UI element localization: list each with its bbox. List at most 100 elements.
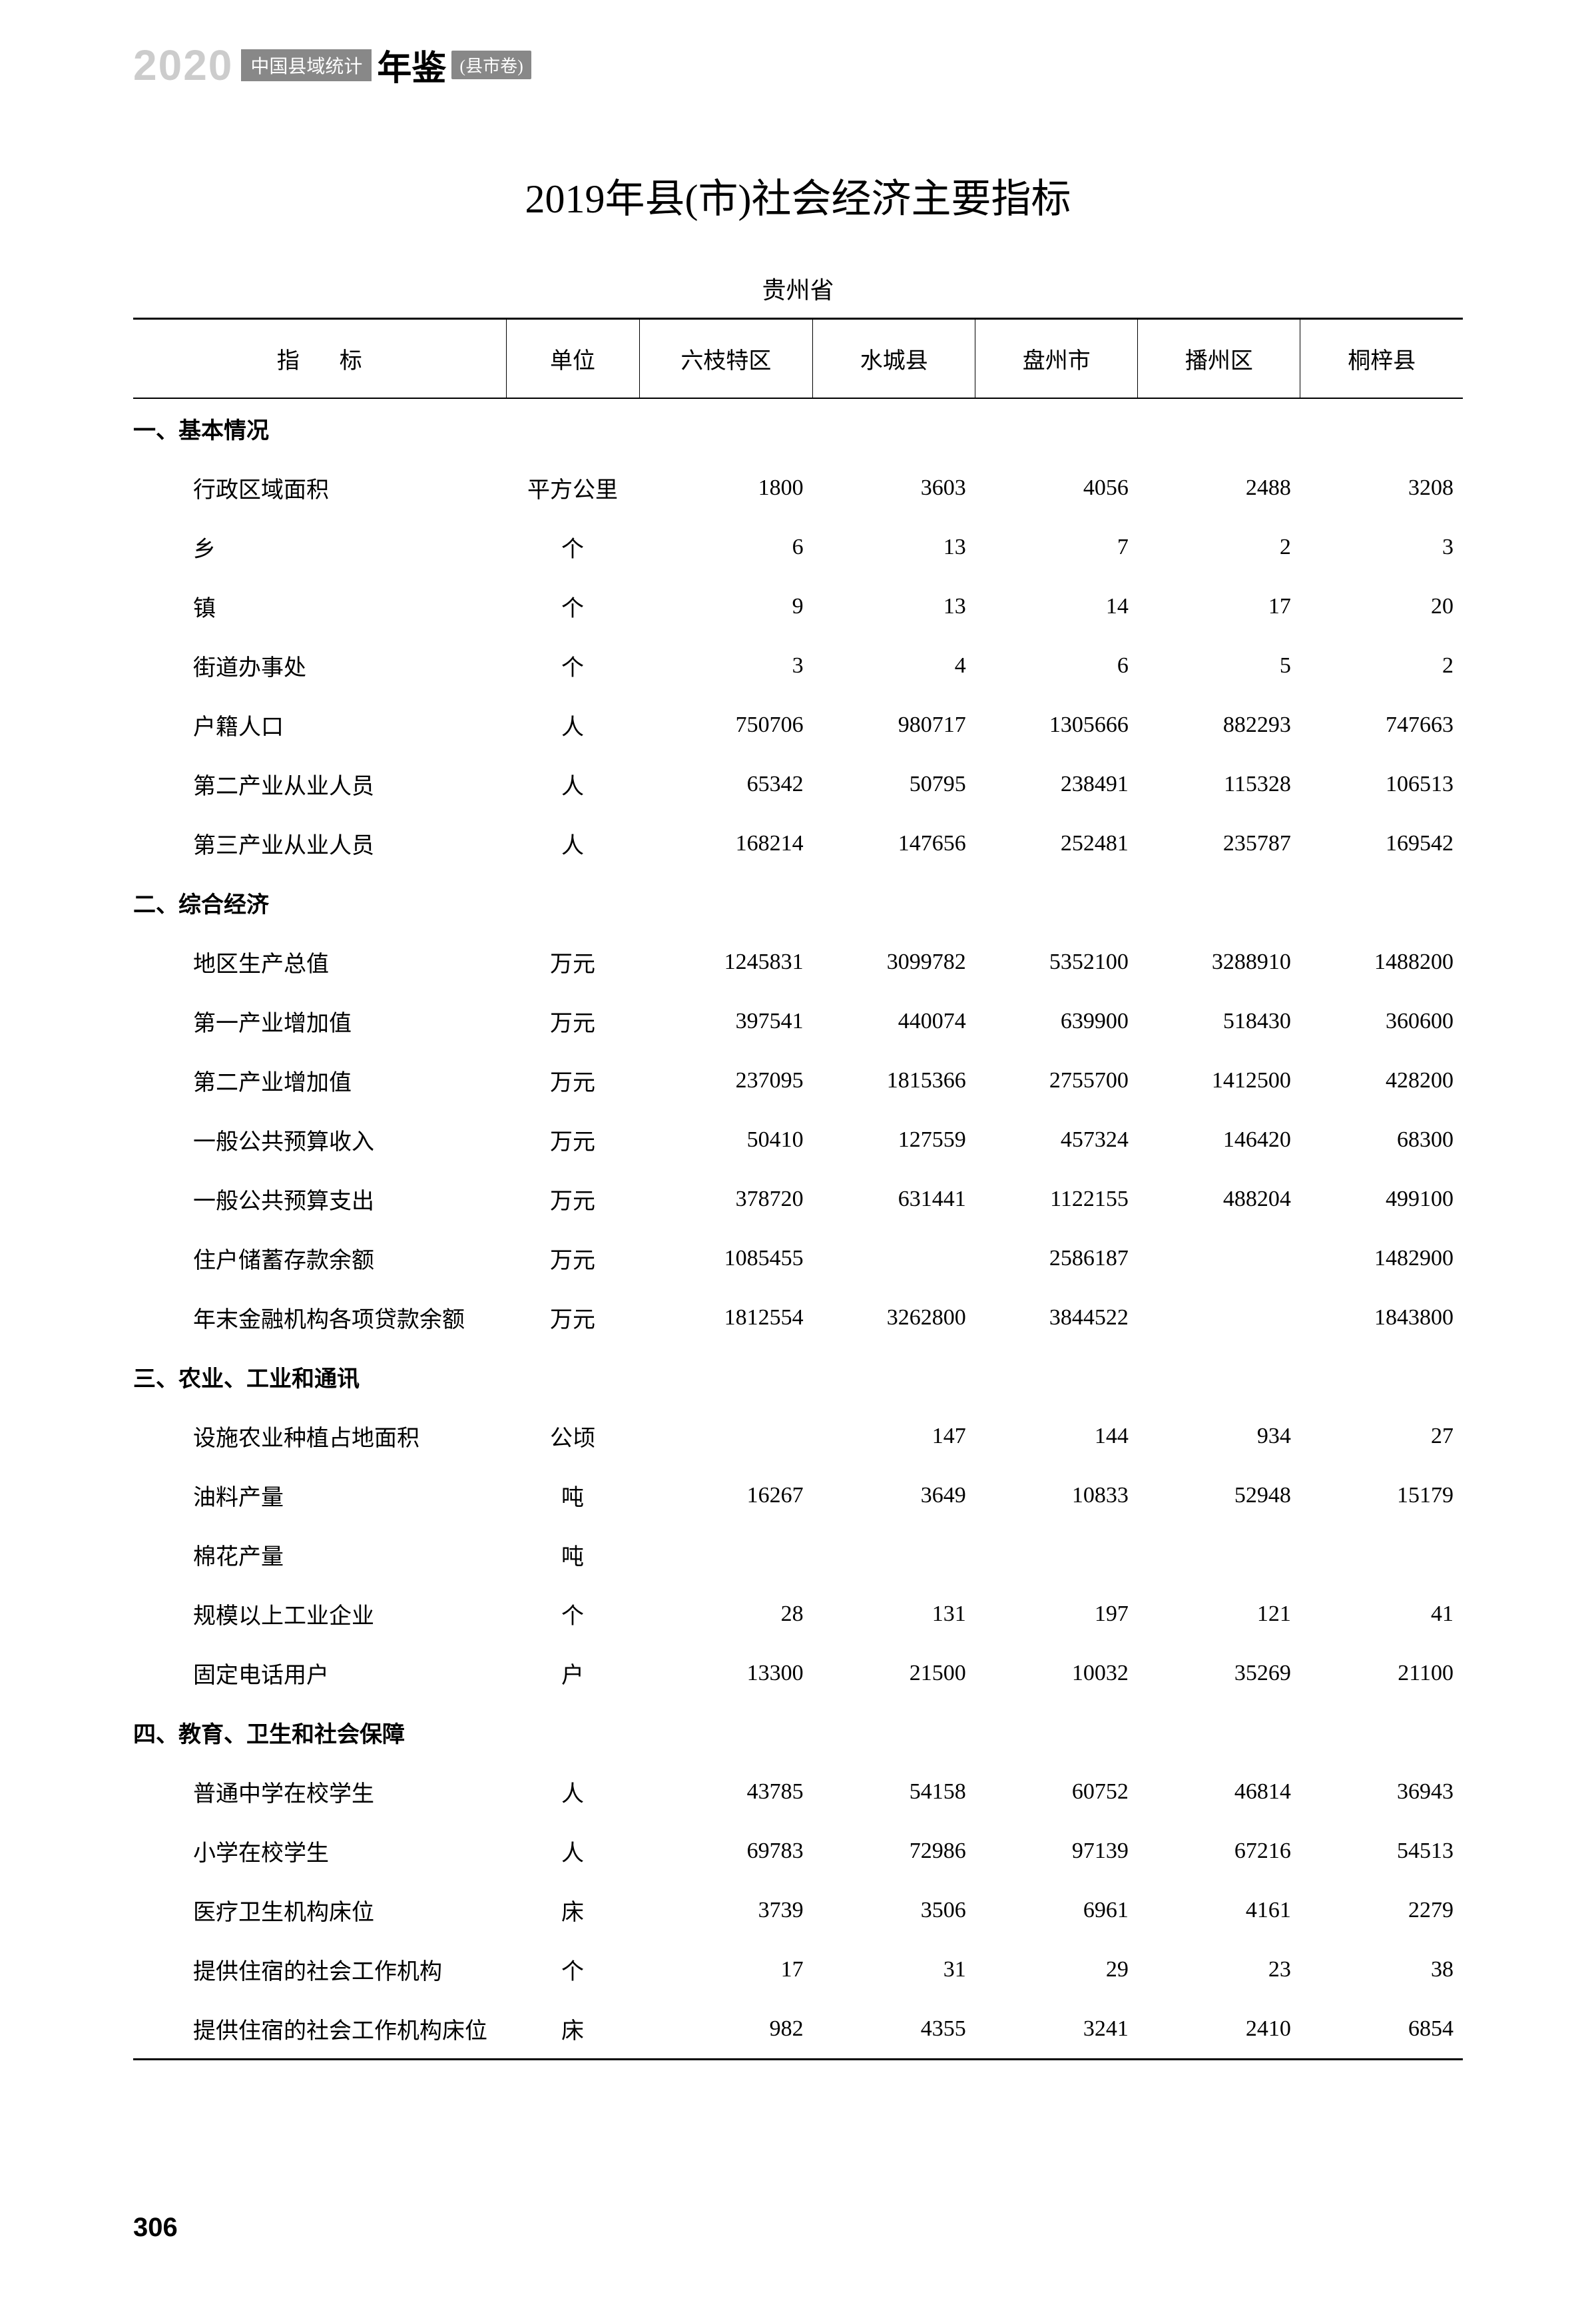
value-cell: 36943 xyxy=(1300,1762,1463,1821)
value-cell: 499100 xyxy=(1300,1169,1463,1229)
indicator-unit: 个 xyxy=(506,636,639,695)
series-script: 年鉴 xyxy=(377,40,446,90)
value-cell: 13 xyxy=(813,517,975,577)
table-row: 规模以上工业企业个2813119712141 xyxy=(133,1584,1463,1643)
table-header-row: 指标 单位 六枝特区 水城县 盘州市 播州区 桐梓县 xyxy=(133,319,1463,399)
value-cell: 631441 xyxy=(813,1169,975,1229)
value-cell: 1245831 xyxy=(639,932,813,992)
indicator-unit: 床 xyxy=(506,1881,639,1940)
value-cell: 52948 xyxy=(1138,1466,1300,1525)
value-cell: 2488 xyxy=(1138,458,1300,517)
value-cell: 747663 xyxy=(1300,695,1463,754)
indicator-unit: 万元 xyxy=(506,1169,639,1229)
section-heading-row: 一、基本情况 xyxy=(133,398,1463,458)
value-cell: 38 xyxy=(1300,1940,1463,1999)
value-cell: 10833 xyxy=(975,1466,1138,1525)
indicator-label: 街道办事处 xyxy=(133,636,506,695)
section-heading-row: 二、综合经济 xyxy=(133,873,1463,932)
table-row: 街道办事处个34652 xyxy=(133,636,1463,695)
col-region-3: 播州区 xyxy=(1138,319,1300,399)
table-row: 第一产业增加值万元397541440074639900518430360600 xyxy=(133,992,1463,1051)
value-cell: 144 xyxy=(975,1406,1138,1466)
value-cell: 50795 xyxy=(813,754,975,814)
table-row: 年末金融机构各项贷款余额万元18125543262800384452218438… xyxy=(133,1288,1463,1347)
value-cell: 97139 xyxy=(975,1821,1138,1881)
value-cell: 5352100 xyxy=(975,932,1138,992)
value-cell: 15179 xyxy=(1300,1466,1463,1525)
section-heading: 四、教育、卫生和社会保障 xyxy=(133,1703,1463,1762)
table-body: 一、基本情况行政区域面积平方公里18003603405624883208乡个61… xyxy=(133,398,1463,2060)
value-cell: 882293 xyxy=(1138,695,1300,754)
section-heading: 三、农业、工业和通讯 xyxy=(133,1347,1463,1406)
table-row: 一般公共预算收入万元5041012755945732414642068300 xyxy=(133,1110,1463,1169)
value-cell: 2410 xyxy=(1138,1999,1300,2060)
series-suffix: (县市卷) xyxy=(451,51,531,79)
value-cell: 488204 xyxy=(1138,1169,1300,1229)
value-cell: 68300 xyxy=(1300,1110,1463,1169)
table-row: 第二产业从业人员人6534250795238491115328106513 xyxy=(133,754,1463,814)
value-cell: 252481 xyxy=(975,814,1138,873)
indicator-unit: 床 xyxy=(506,1999,639,2060)
value-cell: 43785 xyxy=(639,1762,813,1821)
indicator-label: 行政区域面积 xyxy=(133,458,506,517)
indicator-label: 提供住宿的社会工作机构 xyxy=(133,1940,506,1999)
value-cell: 2 xyxy=(1138,517,1300,577)
table-row: 地区生产总值万元12458313099782535210032889101488… xyxy=(133,932,1463,992)
value-cell: 17 xyxy=(639,1940,813,1999)
value-cell: 1815366 xyxy=(813,1051,975,1110)
table-row: 棉花产量吨 xyxy=(133,1525,1463,1584)
value-cell: 6961 xyxy=(975,1881,1138,1940)
indicator-unit: 个 xyxy=(506,577,639,636)
value-cell: 54158 xyxy=(813,1762,975,1821)
indicator-unit: 人 xyxy=(506,1821,639,1881)
value-cell: 13300 xyxy=(639,1643,813,1703)
indicator-label: 油料产量 xyxy=(133,1466,506,1525)
value-cell: 360600 xyxy=(1300,992,1463,1051)
value-cell: 23 xyxy=(1138,1940,1300,1999)
indicator-label: 规模以上工业企业 xyxy=(133,1584,506,1643)
value-cell: 6854 xyxy=(1300,1999,1463,2060)
value-cell: 3 xyxy=(1300,517,1463,577)
value-cell: 106513 xyxy=(1300,754,1463,814)
indicator-unit: 平方公里 xyxy=(506,458,639,517)
indicator-label: 户籍人口 xyxy=(133,695,506,754)
value-cell: 3262800 xyxy=(813,1288,975,1347)
indicator-unit: 公顷 xyxy=(506,1406,639,1466)
value-cell: 60752 xyxy=(975,1762,1138,1821)
value-cell: 20 xyxy=(1300,577,1463,636)
indicator-unit: 人 xyxy=(506,1762,639,1821)
series-label: 中国县域统计 xyxy=(241,49,372,81)
value-cell: 4 xyxy=(813,636,975,695)
province-subtitle: 贵州省 xyxy=(133,271,1463,306)
page-title: 2019年县(市)社会经济主要指标 xyxy=(133,166,1463,224)
indicator-label: 一般公共预算支出 xyxy=(133,1169,506,1229)
value-cell: 115328 xyxy=(1138,754,1300,814)
indicator-unit: 万元 xyxy=(506,1110,639,1169)
value-cell xyxy=(1138,1288,1300,1347)
value-cell: 235787 xyxy=(1138,814,1300,873)
table-row: 镇个913141720 xyxy=(133,577,1463,636)
value-cell xyxy=(813,1229,975,1288)
section-heading: 一、基本情况 xyxy=(133,398,1463,458)
indicator-unit: 万元 xyxy=(506,992,639,1051)
table-row: 户籍人口人7507069807171305666882293747663 xyxy=(133,695,1463,754)
value-cell: 147656 xyxy=(813,814,975,873)
value-cell: 7 xyxy=(975,517,1138,577)
value-cell: 934 xyxy=(1138,1406,1300,1466)
value-cell: 980717 xyxy=(813,695,975,754)
value-cell: 41 xyxy=(1300,1584,1463,1643)
col-region-4: 桐梓县 xyxy=(1300,319,1463,399)
value-cell xyxy=(639,1525,813,1584)
value-cell: 6 xyxy=(975,636,1138,695)
indicator-unit: 个 xyxy=(506,1584,639,1643)
value-cell: 2 xyxy=(1300,636,1463,695)
value-cell: 54513 xyxy=(1300,1821,1463,1881)
section-heading-row: 四、教育、卫生和社会保障 xyxy=(133,1703,1463,1762)
value-cell: 237095 xyxy=(639,1051,813,1110)
table-row: 医疗卫生机构床位床37393506696141612279 xyxy=(133,1881,1463,1940)
table-row: 普通中学在校学生人4378554158607524681436943 xyxy=(133,1762,1463,1821)
value-cell: 1412500 xyxy=(1138,1051,1300,1110)
indicator-label: 年末金融机构各项贷款余额 xyxy=(133,1288,506,1347)
value-cell: 4056 xyxy=(975,458,1138,517)
value-cell: 3844522 xyxy=(975,1288,1138,1347)
